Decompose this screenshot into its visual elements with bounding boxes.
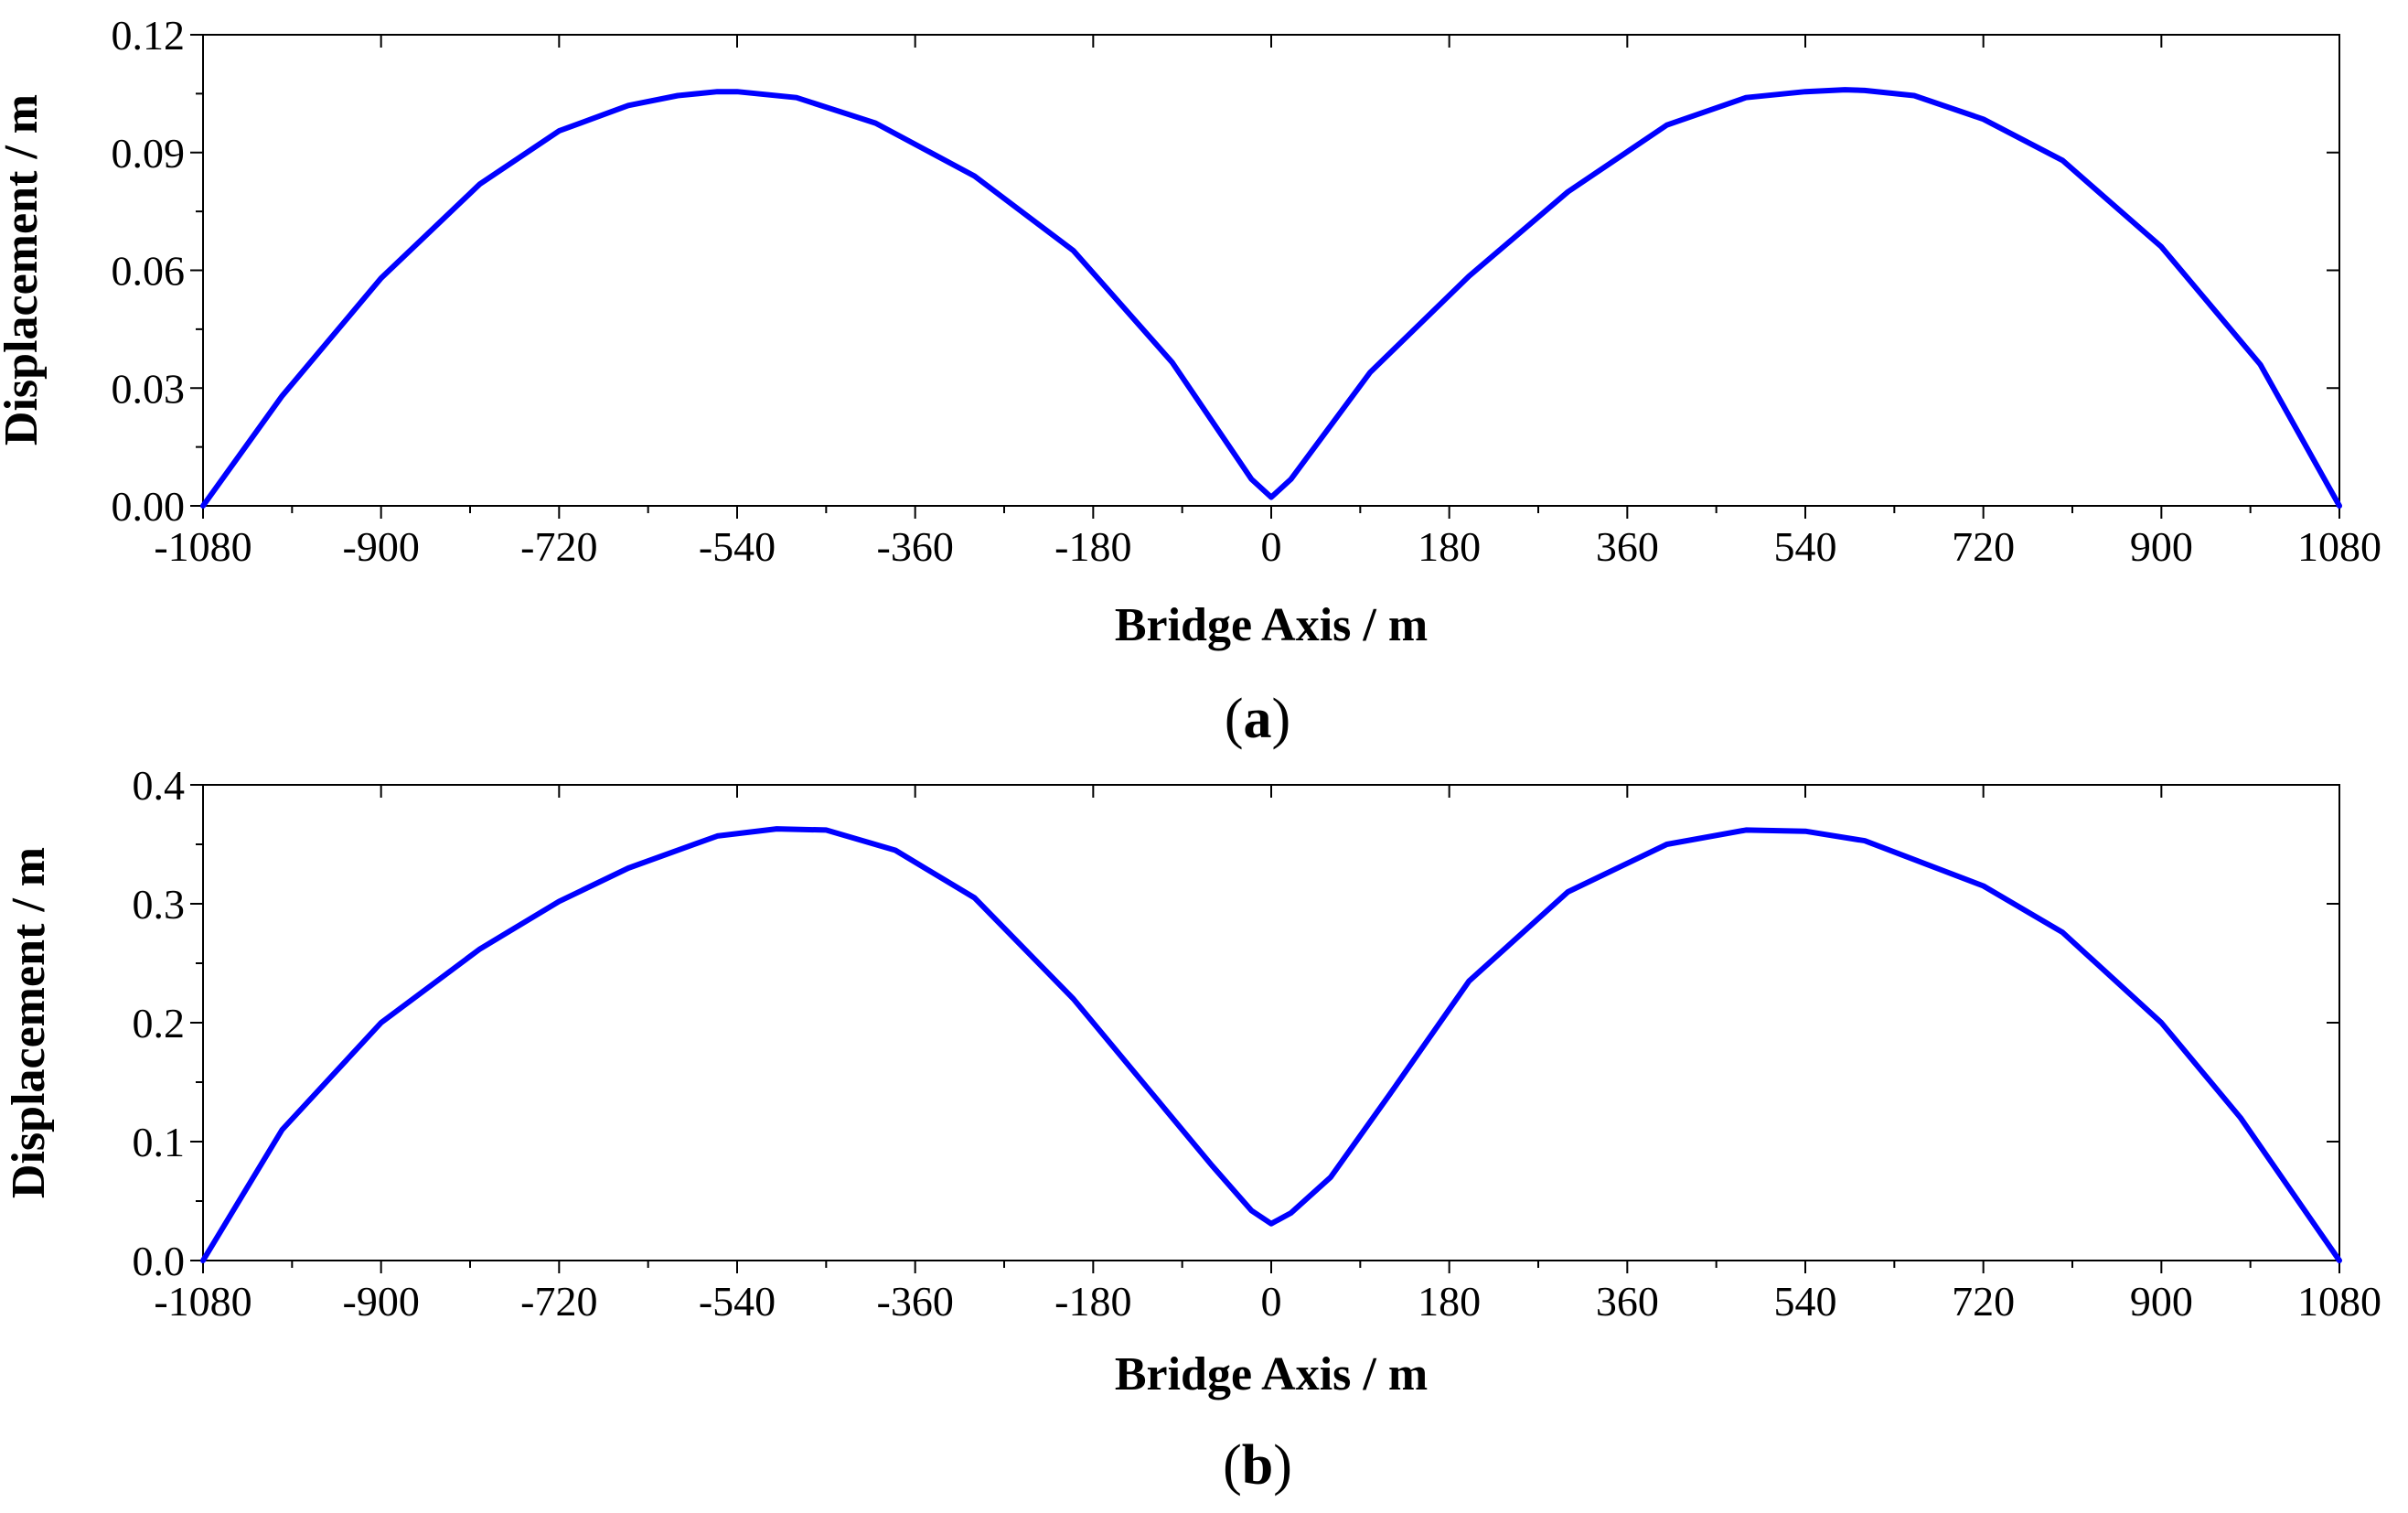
plot-frame: [202, 34, 2340, 507]
chart-panel-1: -1080 -900 -720 -540 -360 -180 0 180 360 540 720 90…: [0, 12, 2381, 750]
x-axis-title: Bridge Axis / m: [1115, 1348, 1428, 1400]
y-tick-label: 0.1: [133, 1119, 186, 1165]
y-tick-label: 0.4: [133, 762, 186, 809]
x-tick-label: -900: [343, 523, 420, 570]
y-tick-label: 0.06: [112, 248, 186, 295]
x-tick-label: -180: [1054, 1278, 1131, 1325]
x-tick-label: 540: [1774, 1278, 1837, 1325]
y-axis-title: Displacement / m: [0, 94, 48, 445]
panel-caption: (b): [1223, 1434, 1292, 1497]
caption-paren-close: ): [1273, 1434, 1292, 1497]
y-tick-label: 0.03: [112, 365, 186, 412]
x-tick-label: 720: [1952, 1278, 2015, 1325]
caption-paren-close: ): [1272, 688, 1291, 750]
x-tick-label: -1080: [154, 1278, 252, 1325]
x-axis-title: Bridge Axis / m: [1115, 599, 1428, 651]
x-tick-label: 360: [1596, 523, 1659, 570]
y-tick-label: 0.00: [112, 483, 186, 530]
x-tick-label: 1080: [2297, 523, 2381, 570]
series-line-1: [200, 826, 2342, 1263]
y-tick-label: 0.12: [112, 12, 186, 59]
plot-frame: [202, 784, 2340, 1261]
x-tick-label: 360: [1596, 1278, 1659, 1325]
x-tick-label: -540: [699, 1278, 776, 1325]
caption-letter: a: [1244, 688, 1272, 750]
x-tick-label: 540: [1774, 523, 1837, 570]
x-tick-label: -720: [520, 1278, 597, 1325]
x-tick-label: -540: [699, 523, 776, 570]
panel-caption: (a): [1225, 688, 1290, 750]
caption-letter: b: [1242, 1434, 1273, 1497]
x-tick-label: -720: [520, 523, 597, 570]
x-tick-label: 1080: [2297, 1278, 2381, 1325]
caption-paren-open: (: [1225, 688, 1244, 750]
x-tick-label: 180: [1418, 523, 1481, 570]
x-tick-label: -360: [877, 1278, 954, 1325]
x-tick-label: 900: [2130, 523, 2193, 570]
y-tick-label: 0.3: [133, 881, 186, 928]
y-tick-label: 0.0: [133, 1238, 186, 1284]
x-tick-label: 0: [1261, 523, 1282, 570]
x-tick-label: -360: [877, 523, 954, 570]
y-tick-label: 0.2: [133, 1000, 186, 1046]
caption-paren-open: (: [1223, 1434, 1242, 1497]
y-axis-title: Displacement / m: [3, 847, 55, 1198]
x-tick-label: 720: [1952, 523, 2015, 570]
x-tick-label: -1080: [154, 523, 252, 570]
y-tick-label: 0.09: [112, 130, 186, 177]
x-tick-label: -180: [1054, 523, 1131, 570]
x-tick-label: 0: [1261, 1278, 1282, 1325]
x-tick-label: 180: [1418, 1278, 1481, 1325]
x-tick-label: 900: [2130, 1278, 2193, 1325]
x-tick-label: -900: [343, 1278, 420, 1325]
series-line-1: [200, 87, 2342, 509]
chart-panel-2: -1080 -900 -720 -540 -360 -180 0 180 360 540 720 90…: [3, 762, 2381, 1497]
